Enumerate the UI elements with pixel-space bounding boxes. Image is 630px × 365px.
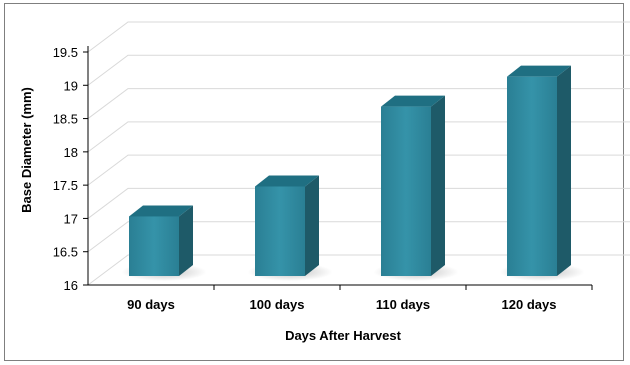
x-tick-label: 120 days bbox=[502, 297, 557, 312]
gridlines bbox=[87, 21, 630, 286]
x-tick-label: 110 days bbox=[376, 297, 430, 312]
gridline bbox=[87, 21, 630, 53]
bar-side bbox=[305, 175, 319, 276]
y-tick-label: 17.5 bbox=[53, 178, 78, 193]
bar bbox=[255, 186, 305, 276]
gridline bbox=[87, 221, 630, 253]
x-axis-title: Days After Harvest bbox=[285, 328, 402, 343]
bar-side bbox=[557, 65, 571, 277]
bar-side bbox=[431, 95, 445, 276]
bar-top bbox=[507, 65, 571, 77]
bar-side bbox=[179, 205, 193, 276]
y-tick-label: 19 bbox=[64, 78, 78, 93]
x-tick-label: 90 days bbox=[127, 297, 175, 312]
y-axis-title: Base Diameter (mm) bbox=[19, 87, 34, 213]
bar-top bbox=[255, 175, 319, 187]
bars bbox=[129, 65, 571, 277]
bar bbox=[381, 106, 431, 276]
gridline bbox=[87, 88, 630, 119]
bar-top bbox=[129, 205, 193, 217]
gridline bbox=[87, 121, 630, 153]
y-tick-label: 18 bbox=[64, 145, 78, 160]
gridline bbox=[87, 187, 630, 219]
y-tick-label: 17 bbox=[64, 211, 78, 226]
y-tick-label: 16 bbox=[64, 278, 78, 293]
x-tick-label: 100 days bbox=[250, 297, 305, 312]
y-tick-label: 18.5 bbox=[53, 112, 78, 127]
gridline bbox=[87, 254, 630, 286]
y-tick-label: 19.5 bbox=[53, 45, 78, 60]
labels: 16 16.5 17 17.5 18 18.5 19 19.5 90 days 100 days 1… bbox=[53, 45, 557, 312]
y-tick-label: 16.5 bbox=[53, 245, 78, 260]
gridline bbox=[87, 154, 630, 186]
bar bbox=[129, 216, 179, 276]
axes bbox=[83, 46, 593, 290]
bar bbox=[507, 76, 557, 277]
bar-top bbox=[381, 95, 445, 107]
gridline bbox=[87, 54, 630, 86]
